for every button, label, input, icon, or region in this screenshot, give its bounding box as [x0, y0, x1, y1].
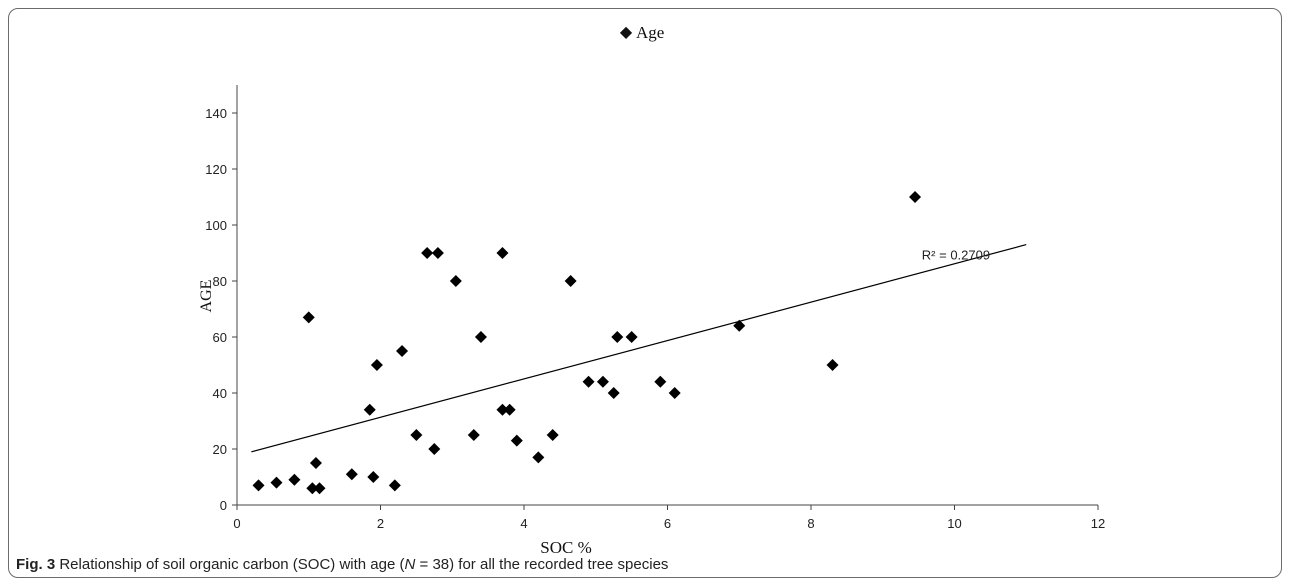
data-point — [467, 429, 480, 441]
data-point — [288, 473, 301, 486]
data-point — [496, 247, 509, 259]
legend-marker: ◆ — [620, 24, 633, 41]
data-point — [546, 429, 559, 441]
y-tick-label: 140 — [205, 106, 227, 121]
figure-caption: Fig. 3 Relationship of soil organic carb… — [16, 556, 668, 573]
data-point — [252, 479, 265, 492]
y-tick-label: 20 — [213, 442, 227, 457]
x-tick-label: 2 — [377, 516, 384, 531]
data-point — [431, 247, 444, 259]
data-point — [582, 375, 595, 388]
data-point — [410, 429, 423, 441]
x-tick-label: 8 — [807, 516, 814, 531]
data-point — [370, 359, 383, 371]
caption-text-1: Relationship of soil organic carbon (SOC… — [55, 556, 405, 573]
data-point — [611, 331, 624, 343]
x-axis-ticks: 0 2 4 6 8 10 12 — [233, 505, 1105, 531]
y-tick-label: 80 — [213, 274, 227, 289]
data-point — [306, 482, 319, 495]
data-point — [496, 403, 509, 416]
data-point — [474, 331, 487, 343]
y-axis-label: AGE — [198, 280, 215, 313]
data-point — [503, 403, 516, 416]
data-point — [510, 434, 523, 447]
data-point — [607, 387, 620, 399]
data-point — [826, 359, 839, 371]
data-point — [270, 476, 283, 489]
figure-number: Fig. 3 — [16, 556, 56, 573]
data-point — [313, 482, 326, 495]
data-point — [532, 451, 545, 464]
data-point — [596, 375, 609, 388]
y-tick-label: 100 — [205, 218, 227, 233]
data-point — [367, 471, 380, 483]
data-point — [428, 443, 441, 455]
r-squared-label: R² = 0.2709 — [922, 247, 990, 262]
x-tick-label: 10 — [947, 516, 961, 531]
x-tick-label: 6 — [664, 516, 671, 531]
x-tick-label: 4 — [520, 516, 527, 531]
data-point — [449, 275, 462, 287]
caption-text-2: = 38) for all the recorded tree species — [415, 556, 669, 573]
trendline: R² = 0.2709 — [251, 244, 1027, 453]
data-point — [396, 345, 409, 357]
y-tick-label: 120 — [205, 162, 227, 177]
data-point — [345, 468, 358, 481]
legend-label: Age — [636, 23, 664, 42]
legend: ◆ Age — [620, 23, 664, 42]
data-point — [654, 375, 667, 388]
y-axis-ticks: 0 20 40 60 80 100 120 140 — [205, 106, 237, 513]
trendline-line — [251, 244, 1027, 453]
data-point — [302, 311, 315, 324]
data-point — [363, 403, 376, 416]
data-points — [252, 191, 922, 495]
x-axis-label: SOC % — [540, 538, 591, 557]
data-point — [421, 247, 434, 259]
data-point — [564, 275, 577, 287]
y-tick-label: 0 — [220, 498, 227, 513]
data-point — [625, 331, 638, 343]
data-point — [309, 457, 322, 469]
x-tick-label: 0 — [233, 516, 240, 531]
x-tick-label: 12 — [1091, 516, 1105, 531]
data-point — [388, 479, 401, 492]
caption-n-symbol: N — [404, 556, 416, 573]
axes — [236, 85, 1098, 506]
data-point — [668, 387, 681, 399]
data-point — [733, 319, 746, 332]
figure-frame — [8, 8, 1282, 578]
y-tick-label: 40 — [213, 386, 227, 401]
data-point — [909, 191, 922, 203]
y-tick-label: 60 — [213, 330, 227, 345]
